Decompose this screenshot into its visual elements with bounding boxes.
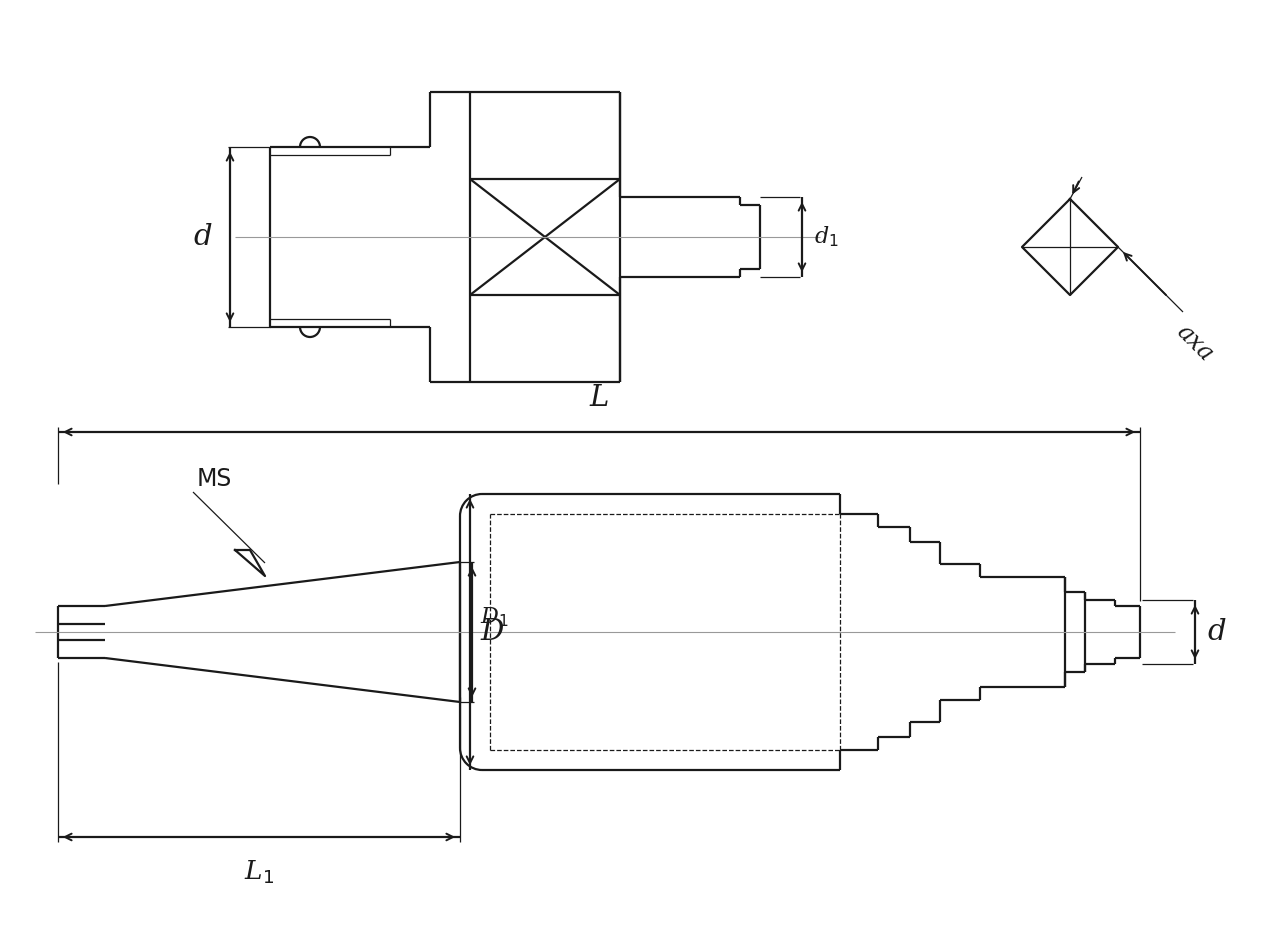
- Text: d$_1$: d$_1$: [814, 224, 838, 249]
- Text: d: d: [193, 223, 212, 251]
- Text: MS: MS: [197, 467, 233, 491]
- Text: L$_1$: L$_1$: [244, 859, 274, 886]
- Text: D: D: [480, 618, 503, 646]
- Text: L: L: [589, 384, 609, 412]
- Text: d: d: [1207, 618, 1226, 646]
- Text: axa: axa: [1171, 320, 1217, 365]
- Text: D$_1$: D$_1$: [480, 605, 508, 629]
